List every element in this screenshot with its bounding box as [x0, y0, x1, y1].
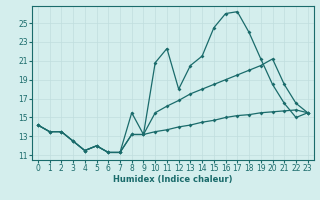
X-axis label: Humidex (Indice chaleur): Humidex (Indice chaleur): [113, 175, 233, 184]
